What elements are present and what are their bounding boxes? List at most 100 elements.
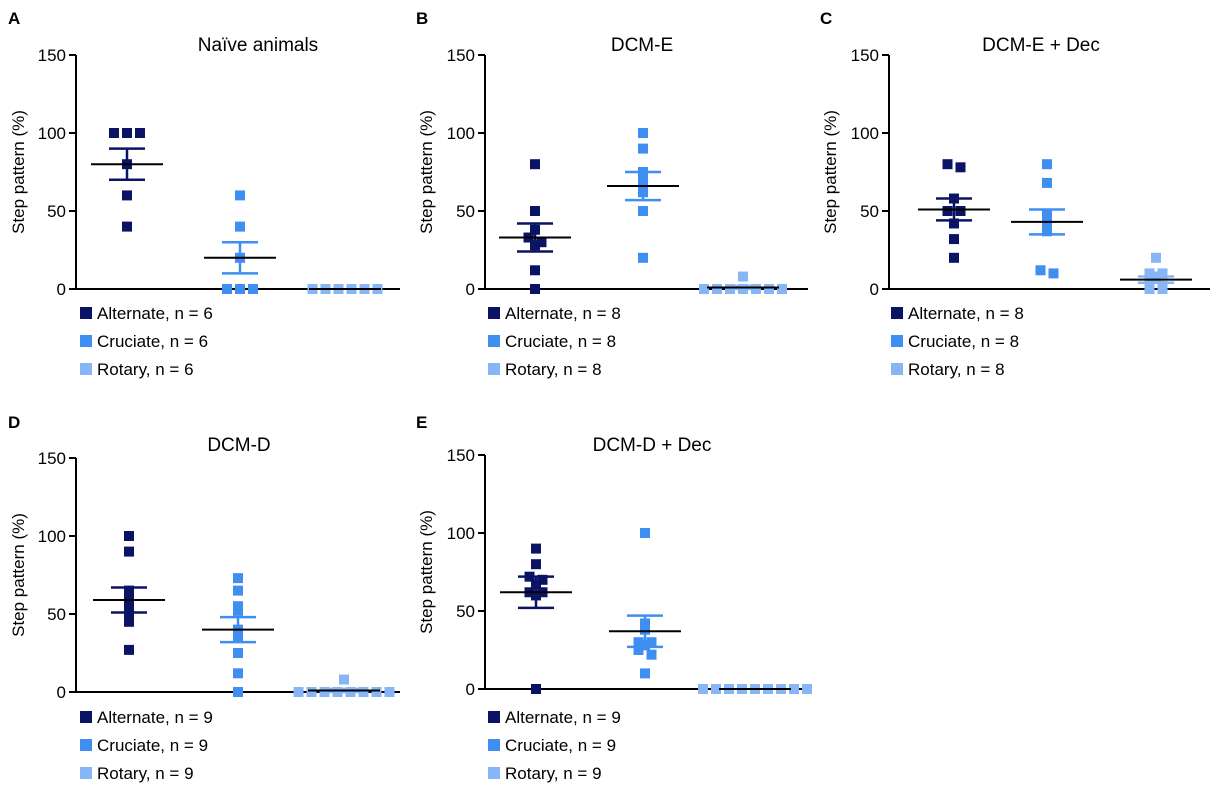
legend-label: Alternate, n = 8: [908, 304, 1024, 323]
series-alternate: [499, 159, 571, 294]
legend-swatch: [80, 307, 92, 319]
data-point: [711, 684, 721, 694]
chart-title: DCM-D + Dec: [593, 435, 712, 456]
series-alternate: [918, 159, 990, 263]
chart-title: Naïve animals: [198, 35, 318, 56]
data-point: [233, 605, 243, 616]
series-alternate: [91, 128, 163, 232]
data-point: [233, 585, 243, 596]
data-point: [530, 284, 540, 294]
chart-panel-c: C DCM-E + Dec Step pattern (%) 0 50 100 150 Alt…: [820, 9, 1210, 379]
series-cruciate: [1011, 159, 1083, 279]
data-point: [358, 687, 369, 697]
chart-title: DCM-D: [207, 435, 270, 456]
legend-label: Cruciate, n = 9: [97, 736, 208, 755]
legend-swatch: [80, 335, 92, 347]
data-point: [530, 206, 540, 216]
series-alternate: [93, 531, 165, 655]
legend-swatch: [488, 711, 500, 723]
legend-swatch: [488, 739, 500, 751]
y-tick-label: 100: [447, 124, 475, 143]
y-tick-label: 0: [57, 683, 66, 702]
y-tick-label: 150: [38, 46, 66, 65]
data-point: [339, 674, 349, 685]
data-point: [955, 162, 966, 173]
data-point: [235, 221, 245, 232]
data-point: [942, 206, 953, 216]
legend-label: Alternate, n = 9: [97, 708, 213, 727]
series-cruciate: [609, 528, 681, 679]
data-point: [1048, 268, 1059, 279]
y-tick-label: 150: [447, 46, 475, 65]
data-point: [638, 206, 648, 216]
legend-label: Cruciate, n = 8: [908, 332, 1019, 351]
data-point: [698, 684, 708, 694]
data-point: [640, 528, 650, 538]
data-point: [537, 574, 548, 585]
data-point: [1144, 268, 1155, 279]
data-point: [536, 237, 547, 248]
data-point: [949, 218, 959, 229]
data-point: [712, 284, 722, 294]
y-tick-label: 50: [47, 202, 66, 221]
legend-swatch: [891, 307, 903, 319]
data-point: [233, 668, 243, 679]
data-point: [122, 190, 132, 201]
data-point: [1035, 265, 1046, 276]
legend-label: Rotary, n = 9: [97, 764, 194, 783]
legend-swatch: [80, 739, 92, 751]
legend-label: Rotary, n = 6: [97, 360, 194, 379]
data-point: [640, 668, 650, 679]
data-point: [233, 648, 243, 658]
legend-label: Cruciate, n = 9: [505, 736, 616, 755]
legend-swatch: [488, 335, 500, 347]
data-point: [1144, 276, 1155, 287]
data-point: [777, 284, 787, 294]
data-point: [135, 128, 145, 138]
legend-label: Alternate, n = 6: [97, 304, 213, 323]
series-cruciate: [204, 190, 276, 294]
data-point: [235, 284, 245, 294]
y-tick-label: 100: [851, 124, 879, 143]
y-axis-label: Step pattern (%): [821, 110, 840, 234]
legend-swatch: [80, 767, 92, 779]
data-point: [531, 543, 541, 554]
data-point: [638, 143, 648, 154]
y-axis-label: Step pattern (%): [9, 513, 28, 637]
data-point: [638, 252, 648, 263]
data-point: [122, 128, 132, 138]
series-rotary: [307, 284, 383, 294]
chart-title: DCM-E + Dec: [982, 35, 1100, 56]
data-point: [235, 190, 245, 201]
legend-label: Rotary, n = 9: [505, 764, 602, 783]
data-point: [955, 206, 966, 216]
y-tick-label: 0: [466, 280, 475, 299]
data-point: [646, 649, 657, 660]
y-tick-label: 150: [38, 449, 66, 468]
data-point: [530, 159, 540, 170]
data-point: [122, 221, 132, 232]
y-tick-label: 0: [466, 680, 475, 699]
data-point: [802, 684, 812, 694]
data-point: [633, 637, 644, 648]
legend-label: Rotary, n = 8: [505, 360, 602, 379]
data-point: [1157, 268, 1168, 279]
data-point: [319, 687, 330, 697]
legend-swatch: [488, 767, 500, 779]
series-alternate: [500, 543, 572, 694]
legend-swatch: [891, 335, 903, 347]
legend-label: Alternate, n = 8: [505, 304, 621, 323]
data-point: [1042, 159, 1052, 170]
legend-label: Rotary, n = 8: [908, 360, 1005, 379]
legend-swatch: [488, 307, 500, 319]
legend-label: Alternate, n = 9: [505, 708, 621, 727]
chart-panel-d: D DCM-D Step pattern (%) 0 50 100 150 Alternate…: [8, 413, 400, 783]
panel-letter: D: [8, 413, 20, 432]
series-rotary: [1120, 252, 1192, 294]
data-point: [124, 546, 134, 557]
data-point: [248, 284, 258, 294]
y-tick-label: 100: [38, 124, 66, 143]
data-point: [371, 687, 382, 697]
panel-letter: E: [416, 413, 427, 432]
